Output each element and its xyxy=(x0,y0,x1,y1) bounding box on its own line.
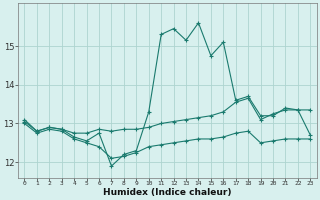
X-axis label: Humidex (Indice chaleur): Humidex (Indice chaleur) xyxy=(103,188,232,197)
